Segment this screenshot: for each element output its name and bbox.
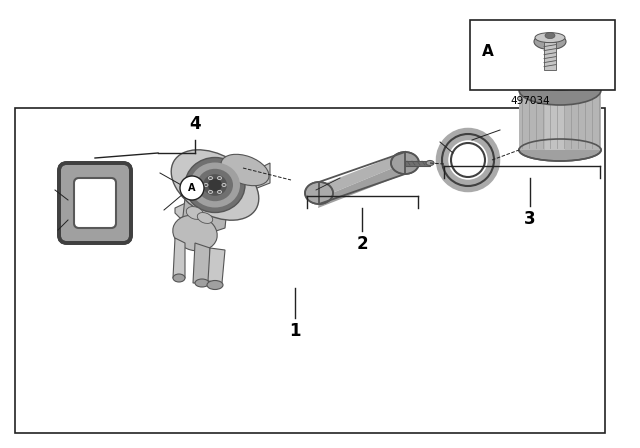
Ellipse shape <box>535 70 585 90</box>
Ellipse shape <box>221 154 269 185</box>
FancyBboxPatch shape <box>74 178 116 228</box>
Ellipse shape <box>208 179 222 191</box>
Polygon shape <box>180 178 230 243</box>
Ellipse shape <box>391 152 419 174</box>
Ellipse shape <box>172 150 259 220</box>
Text: A: A <box>188 183 196 193</box>
Text: 497034: 497034 <box>510 96 550 106</box>
Text: A: A <box>482 44 494 59</box>
Ellipse shape <box>535 33 565 43</box>
Polygon shape <box>519 90 601 150</box>
Circle shape <box>180 176 204 200</box>
FancyBboxPatch shape <box>59 163 131 243</box>
Ellipse shape <box>305 182 333 204</box>
Ellipse shape <box>185 158 245 212</box>
Ellipse shape <box>519 75 601 105</box>
Ellipse shape <box>190 163 240 207</box>
Text: 4: 4 <box>189 115 201 133</box>
Bar <box>15 108 605 433</box>
Text: 2: 2 <box>356 235 368 253</box>
Ellipse shape <box>173 215 217 251</box>
FancyBboxPatch shape <box>74 178 116 228</box>
Bar <box>545 90 565 150</box>
Polygon shape <box>544 67 576 85</box>
Bar <box>405 161 430 166</box>
Polygon shape <box>318 163 405 208</box>
Ellipse shape <box>173 274 185 282</box>
Bar <box>544 42 556 69</box>
Polygon shape <box>175 163 270 218</box>
Ellipse shape <box>519 139 601 161</box>
Bar <box>470 20 615 90</box>
Text: 3: 3 <box>524 210 536 228</box>
Ellipse shape <box>203 174 227 196</box>
Ellipse shape <box>207 280 223 289</box>
Ellipse shape <box>186 207 204 220</box>
Ellipse shape <box>197 169 233 201</box>
Polygon shape <box>193 243 210 283</box>
Polygon shape <box>173 238 185 278</box>
Text: 1: 1 <box>289 322 301 340</box>
Ellipse shape <box>534 34 566 50</box>
Ellipse shape <box>426 160 434 165</box>
Polygon shape <box>318 152 405 198</box>
Ellipse shape <box>197 212 212 224</box>
Ellipse shape <box>545 33 555 39</box>
Polygon shape <box>208 248 225 283</box>
Ellipse shape <box>195 279 209 287</box>
